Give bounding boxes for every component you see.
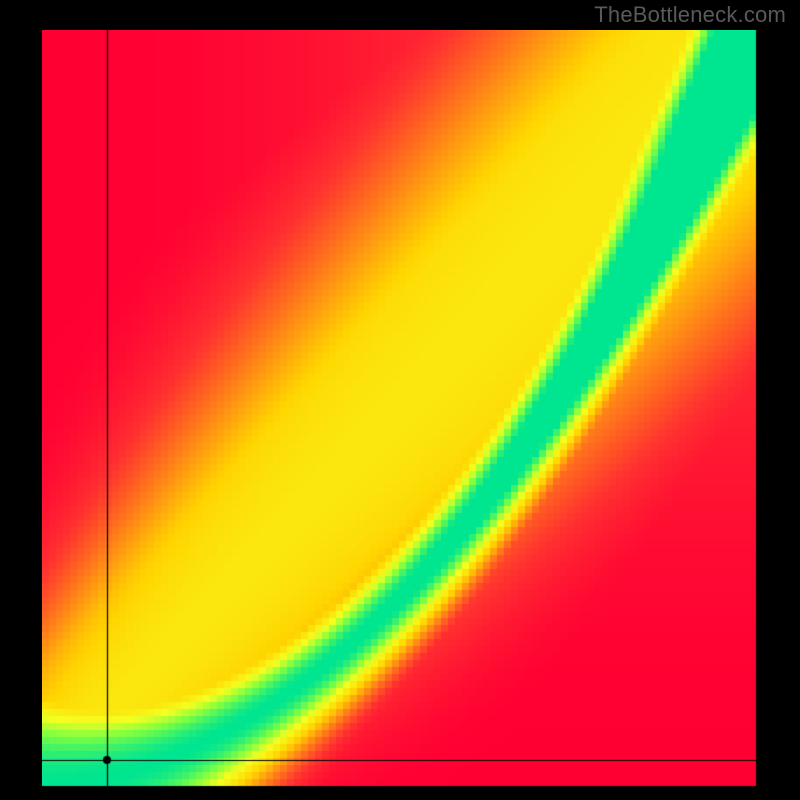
bottleneck-heatmap <box>42 30 758 788</box>
page-root: TheBottleneck.com <box>0 0 800 800</box>
watermark-label: TheBottleneck.com <box>594 2 786 28</box>
